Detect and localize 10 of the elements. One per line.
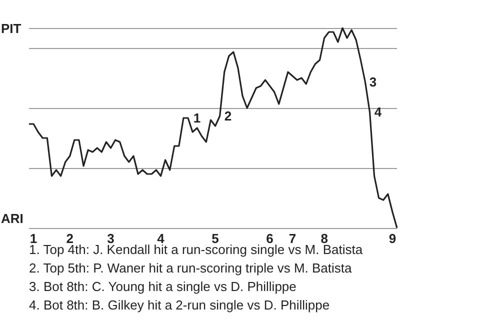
- text: ARI: [1, 211, 24, 226]
- x-tick-label: 9: [388, 231, 396, 246]
- text: 2. Top 5th: P. Waner hit a run-scoring triple vs M. Batista: [29, 260, 353, 276]
- annotation: 2: [224, 108, 232, 124]
- annotation: 4: [374, 104, 382, 120]
- annotation: 3: [369, 74, 377, 90]
- annotation: 1: [193, 110, 201, 126]
- text: PIT: [1, 21, 22, 36]
- text: 3. Bot 8th: C. Young hit a single vs D. Phillippe: [29, 279, 296, 294]
- text: 4. Bot 8th: B. Gilkey hit a 2-run single vs D. Phillippe: [29, 298, 330, 312]
